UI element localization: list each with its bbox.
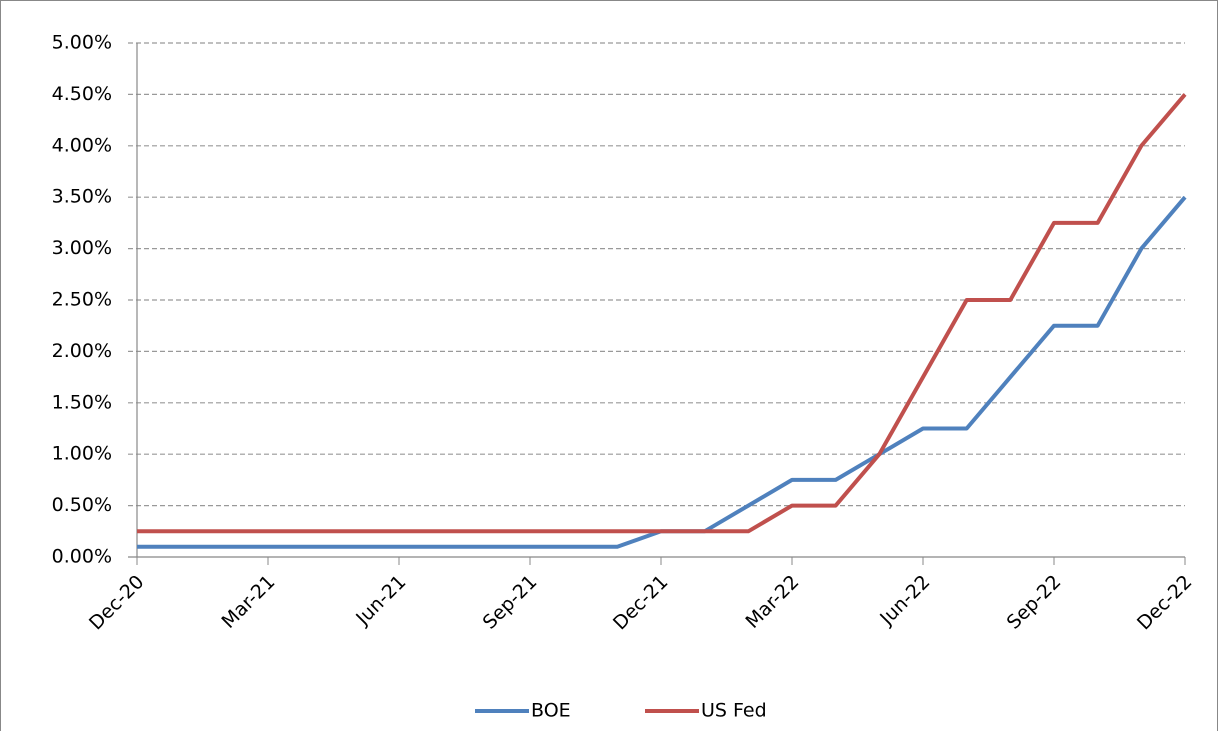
y-tick-label: 0.00% xyxy=(52,546,112,568)
y-tick-label: 1.00% xyxy=(52,443,112,465)
y-tick-label: 4.50% xyxy=(52,83,112,105)
y-tick-label: 3.50% xyxy=(52,186,112,208)
y-tick-label: 2.50% xyxy=(52,289,112,311)
y-tick-label: 4.00% xyxy=(52,134,112,156)
legend-label: US Fed xyxy=(701,700,767,722)
y-tick-label: 2.00% xyxy=(52,340,112,362)
y-tick-label: 0.50% xyxy=(52,494,112,516)
y-tick-label: 1.50% xyxy=(52,391,112,413)
y-tick-label: 3.00% xyxy=(52,237,112,259)
y-tick-label: 5.00% xyxy=(52,32,112,54)
legend-label: BOE xyxy=(531,700,571,722)
series-line xyxy=(137,93,1187,534)
